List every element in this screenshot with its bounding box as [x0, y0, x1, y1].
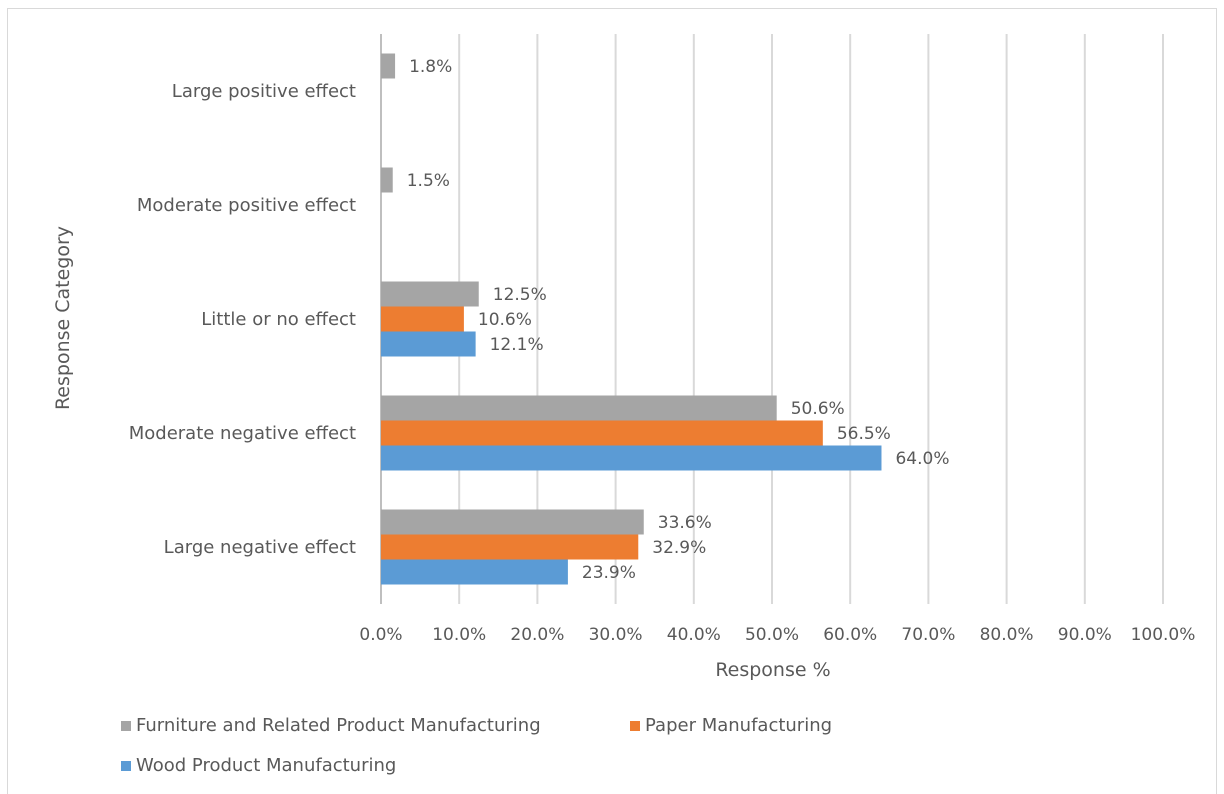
x-tick-label: 50.0% [745, 625, 799, 645]
data-label: 10.6% [478, 310, 532, 330]
category-label: Large positive effect [172, 81, 356, 102]
value-labels: 1.8% 1.5% 12.5% 10.6% 12.1% 50.6% 56.5%64.0% 33… [407, 57, 950, 583]
legend-swatch [121, 761, 131, 771]
y-axis-label: Response Category [52, 226, 74, 410]
legend-swatch [630, 721, 640, 731]
data-label: 33.6% [658, 513, 712, 533]
data-label: 23.9% [582, 563, 636, 583]
category-label: Little or no effect [201, 309, 356, 330]
data-label: 56.5% [837, 424, 891, 444]
legend-swatch [121, 721, 131, 731]
bar [381, 445, 882, 471]
legend-label: Furniture and Related Product Manufactur… [136, 715, 541, 736]
x-tick-label: 60.0% [823, 625, 877, 645]
x-tick-label: 80.0% [980, 625, 1034, 645]
category-labels: Large positive effect Moderate positive e… [129, 81, 356, 558]
data-label: 32.9% [652, 538, 706, 558]
bar [381, 509, 644, 535]
bar [381, 420, 823, 446]
data-label: 12.5% [493, 285, 547, 305]
x-tick-label: 100.0% [1131, 625, 1196, 645]
bar [381, 306, 464, 332]
x-tick-label: 30.0% [589, 625, 643, 645]
x-tick-label: 20.0% [510, 625, 564, 645]
x-tick-label: 90.0% [1058, 625, 1112, 645]
legend-label: Paper Manufacturing [645, 715, 832, 736]
data-label: 1.5% [407, 171, 450, 191]
x-tick-label: 70.0% [901, 625, 955, 645]
category-label: Moderate positive effect [137, 195, 356, 216]
x-tick-label: 10.0% [432, 625, 486, 645]
bar [381, 167, 393, 193]
bar [381, 53, 396, 79]
bar [381, 534, 639, 560]
data-label: 64.0% [895, 449, 949, 469]
data-label: 50.6% [791, 399, 845, 419]
data-label: 1.8% [409, 57, 452, 77]
data-label: 12.1% [490, 335, 544, 355]
bar [381, 559, 568, 585]
x-axis-label: Response % [715, 659, 830, 681]
x-tick-labels: 0.0% 10.0% 20.0% 30.0% 40.0% 50.0% 60.0% 70.0% 8… [359, 625, 1195, 645]
legend-label: Wood Product Manufacturing [136, 755, 396, 776]
x-tick-label: 0.0% [359, 625, 402, 645]
bars [381, 53, 882, 585]
bar [381, 395, 777, 421]
x-tick-label: 40.0% [667, 625, 721, 645]
bar [381, 281, 479, 307]
category-label: Large negative effect [164, 537, 356, 558]
bar [381, 331, 476, 357]
legend: Furniture and Related Product Manufactur… [121, 715, 832, 776]
category-label: Moderate negative effect [129, 423, 356, 444]
